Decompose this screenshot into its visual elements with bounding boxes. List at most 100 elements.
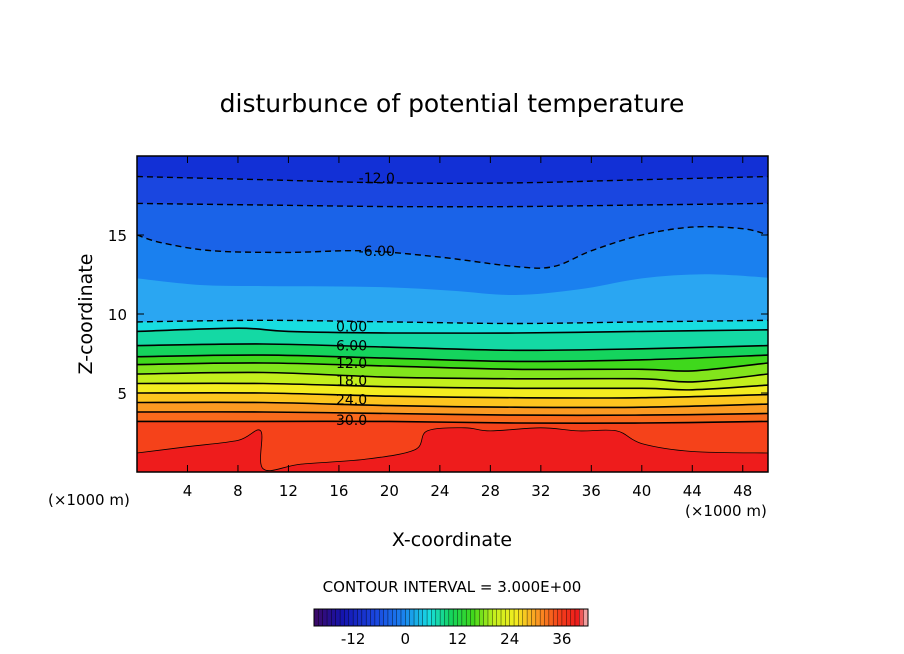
x-tick-label: 24 — [430, 482, 449, 500]
colorbar-cell — [548, 609, 554, 626]
colorbar-cell — [405, 609, 410, 626]
colorbar-cell — [487, 609, 493, 626]
contour-label: 30.0 — [336, 413, 367, 429]
colorbar-cell — [501, 609, 506, 626]
colorbar-cell — [353, 609, 358, 626]
colorbar-cell — [457, 609, 463, 626]
y-axis-label: Z-coordinate — [75, 254, 97, 375]
contour-label: 18.0 — [336, 373, 367, 389]
plot-area — [137, 156, 768, 472]
x-axis-unit: (×1000 m) — [685, 502, 767, 520]
x-tick-label: 12 — [279, 482, 298, 500]
colorbar-cell — [470, 609, 476, 626]
contour-line — [136, 427, 769, 472]
contour-line — [136, 327, 769, 334]
colorbar-cell — [331, 609, 337, 626]
y-tick-label: 10 — [108, 306, 127, 324]
colorbar-cell — [466, 609, 471, 626]
chart-title: disturbunce of potential temperature — [220, 89, 685, 118]
colorbar-cell — [414, 609, 419, 626]
colorbar-frame — [313, 608, 589, 627]
colorbar-cell — [318, 609, 323, 626]
colorbar-cell — [479, 609, 484, 626]
x-axis-ticks: 4 8 12 16 20 24 28 32 36 40 44 48 — [183, 156, 752, 500]
contour-label: -6.00 — [359, 244, 395, 260]
colorbar-tick-label: 36 — [552, 630, 571, 648]
x-tick-label: 4 — [183, 482, 193, 500]
x-tick-label: 48 — [733, 482, 752, 500]
y-tick-label: 15 — [108, 227, 127, 245]
colorbar-tick-label: 0 — [401, 630, 411, 648]
contour-line — [136, 371, 769, 383]
colorbar-cell — [474, 609, 480, 626]
colorbar-cell — [409, 609, 415, 626]
contour-label: 0.00 — [336, 320, 367, 336]
contour-label: 6.00 — [336, 339, 367, 355]
colorbar-tick-label: -12 — [341, 630, 366, 648]
colorbar-cell — [387, 609, 393, 626]
y-axis-ticks: 5 10 15 — [108, 227, 768, 403]
x-tick-label: 16 — [329, 482, 348, 500]
colorbar-cell — [335, 609, 341, 626]
z-axis-unit: (×1000 m) — [48, 491, 130, 509]
colorbar-cell — [570, 609, 576, 626]
color-band — [137, 427, 768, 472]
colorbar-cell — [444, 609, 450, 626]
colorbar-cell — [361, 609, 367, 626]
colorbar-cell — [374, 609, 380, 626]
colorbar-cell — [370, 609, 376, 626]
x-tick-label: 40 — [632, 482, 651, 500]
contour-label: 24.0 — [336, 392, 367, 408]
colorbar-cell — [453, 609, 458, 626]
colorbar-cell — [492, 609, 497, 626]
colorbar-tick-label: 12 — [448, 630, 467, 648]
colorbar-cell — [431, 609, 437, 626]
colorbar-cell — [366, 609, 371, 626]
colorbar-cell — [344, 609, 350, 626]
colorbar-cell — [522, 609, 528, 626]
colorbar-cell — [514, 609, 519, 626]
contour-line — [136, 319, 769, 325]
colorbar-cell — [561, 609, 567, 626]
contour-line — [136, 401, 769, 409]
colorbar-cell — [392, 609, 397, 626]
contour-line — [136, 354, 769, 363]
x-tick-label: 28 — [481, 482, 500, 500]
colorbar-cell — [527, 609, 532, 626]
contour-line — [136, 202, 769, 208]
contour-line — [137, 420, 769, 425]
contour-label: -12.0 — [359, 171, 395, 187]
colorbar-cell — [544, 609, 550, 626]
contour-line — [136, 343, 769, 352]
colorbar-cell — [483, 609, 489, 626]
contour-line — [136, 382, 769, 391]
colorbar-cell — [461, 609, 467, 626]
contour-line — [136, 362, 769, 372]
colorbar-cell — [340, 609, 345, 626]
x-tick-label: 44 — [683, 482, 702, 500]
contour-line — [136, 391, 769, 399]
colorbar-cell — [509, 609, 515, 626]
contour-lines — [136, 175, 769, 472]
colorbar-cell — [496, 609, 502, 626]
colorbar-cell — [583, 609, 589, 626]
colorbar-cell — [322, 609, 328, 626]
contour-line — [136, 411, 769, 417]
colorbar-cell — [531, 609, 537, 626]
colorbar-cell — [400, 609, 406, 626]
colorbar: -12 0 12 24 36 — [313, 608, 589, 648]
colorbar-cell — [518, 609, 524, 626]
contour-line — [136, 226, 769, 269]
colorbar-cell — [574, 609, 580, 626]
colorbar-cell — [348, 609, 354, 626]
colorbar-cell — [566, 609, 571, 626]
colorbar-cell — [314, 609, 319, 626]
colorbar-cell — [422, 609, 428, 626]
colorbar-cell — [553, 609, 558, 626]
colorbar-tick-label: 24 — [500, 630, 519, 648]
x-tick-label: 8 — [233, 482, 243, 500]
colorbar-cell — [418, 609, 424, 626]
colorbar-cell — [357, 609, 363, 626]
colorbar-cell — [379, 609, 384, 626]
